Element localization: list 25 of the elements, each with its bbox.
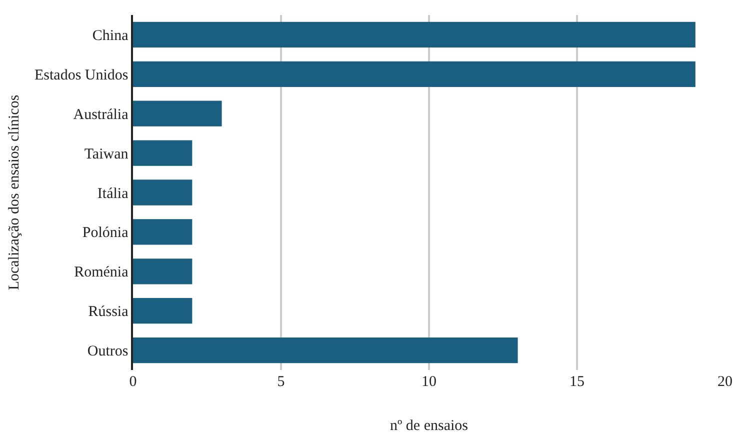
bar [133, 337, 518, 364]
y-tick-label: Estados Unidos [34, 67, 128, 84]
x-tick-label: 5 [277, 374, 285, 390]
bar [133, 258, 192, 284]
y-tick-label: Austrália [73, 106, 129, 123]
bar [133, 298, 192, 324]
x-axis-title: nº de ensaios [390, 418, 468, 434]
x-tick-label: 0 [129, 374, 137, 390]
y-tick-label: Roménia [74, 264, 129, 281]
bar [133, 180, 192, 206]
x-tick-label: 10 [422, 374, 436, 390]
bar [133, 140, 192, 166]
y-tick-label: Itália [97, 186, 129, 202]
y-tick-label: Taiwan [84, 146, 129, 162]
y-axis-title: Localização dos ensaios clínicos [6, 94, 22, 290]
y-tick-label: China [92, 28, 129, 44]
y-tick-label: Outros [87, 344, 128, 360]
bar [133, 61, 696, 87]
bar [133, 100, 222, 126]
bar [133, 22, 696, 48]
bar [133, 219, 192, 245]
y-tick-label: Rússia [88, 304, 129, 320]
x-tick-label: 20 [718, 374, 732, 390]
y-tick-label: Polónia [82, 225, 129, 242]
x-tick-label: 15 [570, 374, 584, 390]
